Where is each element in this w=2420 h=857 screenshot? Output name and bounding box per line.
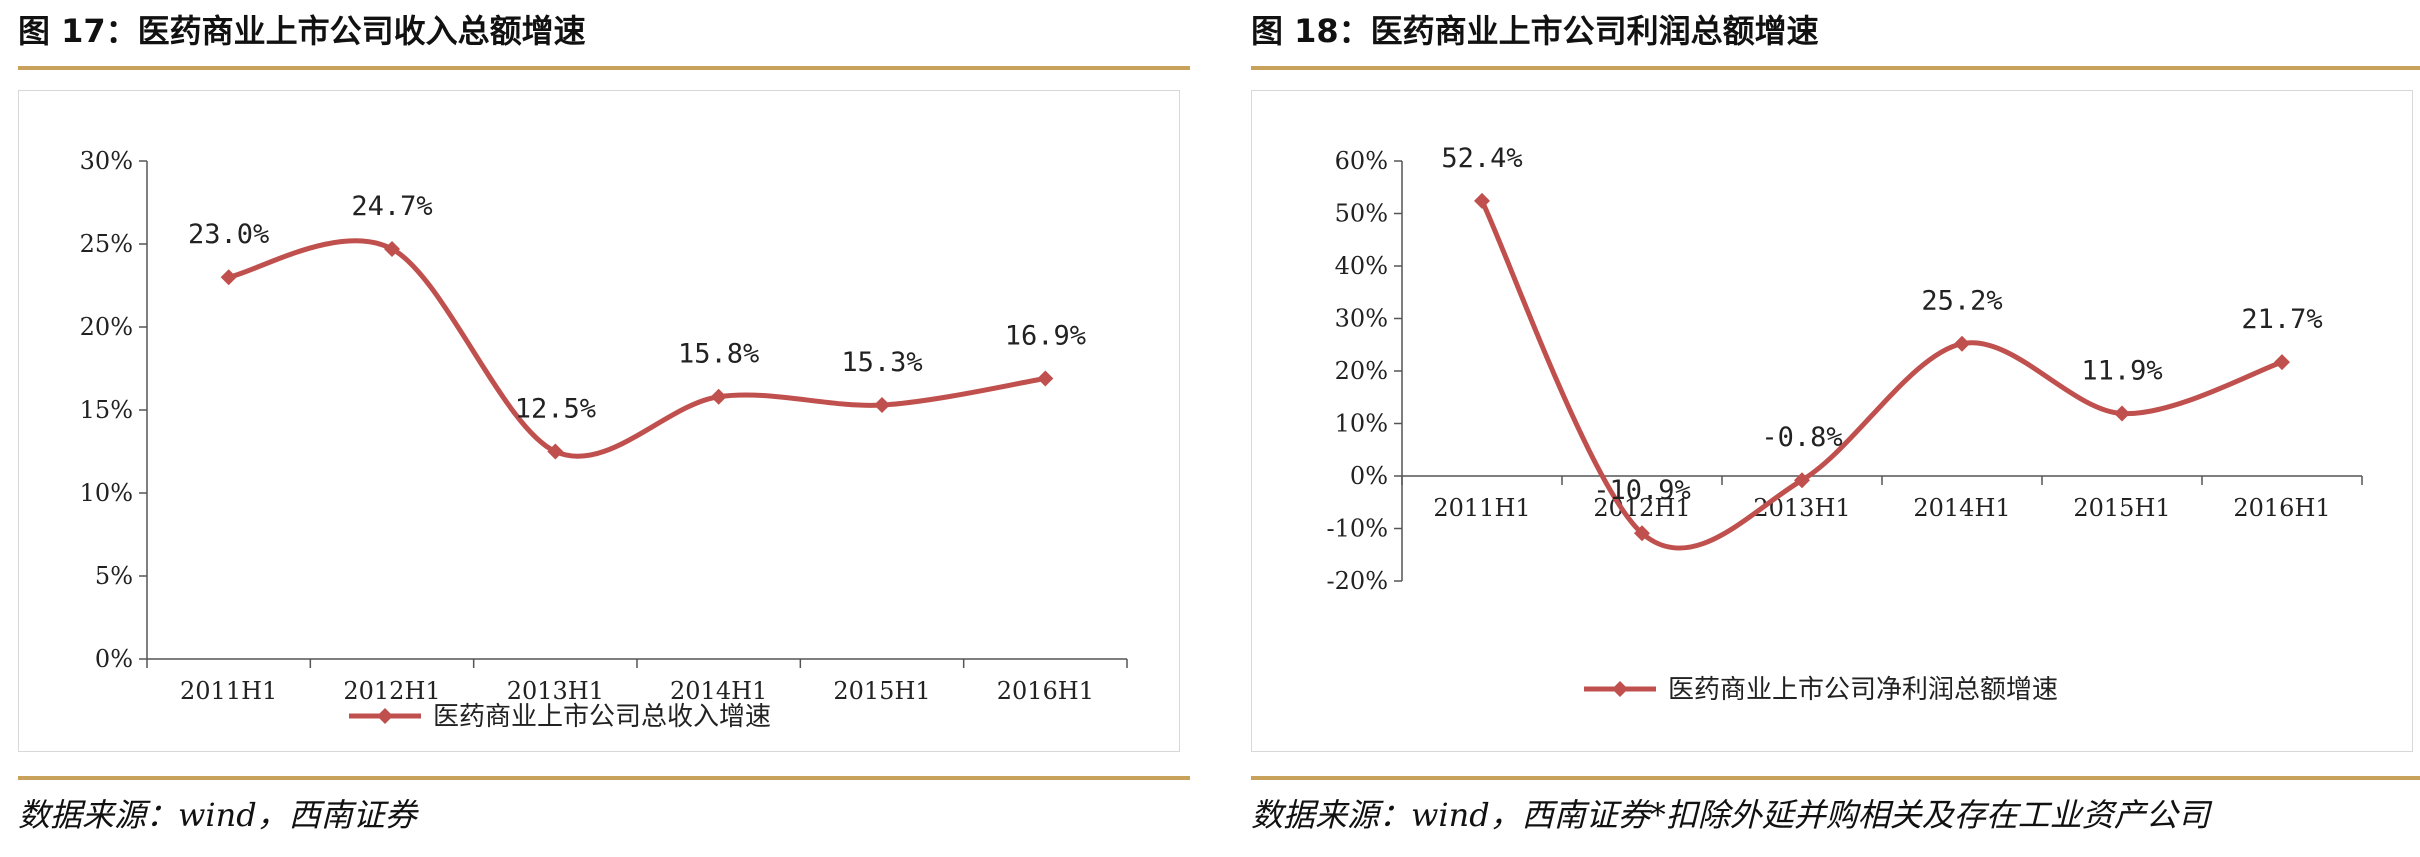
data-label: -10.9% bbox=[1593, 475, 1691, 506]
legend-label: 医药商业上市公司总收入增速 bbox=[433, 702, 771, 732]
title-divider bbox=[18, 66, 1190, 70]
x-tick-label: 2011H1 bbox=[180, 677, 277, 705]
x-tick-label: 2013H1 bbox=[507, 677, 604, 705]
figure-title: 图 17：医药商业上市公司收入总额增速 bbox=[18, 12, 586, 50]
y-tick-label: 0% bbox=[95, 645, 133, 673]
legend-label: 医药商业上市公司净利润总额增速 bbox=[1668, 675, 2058, 705]
y-tick-label: 20% bbox=[1335, 357, 1388, 385]
source-divider bbox=[1251, 776, 2420, 780]
data-point-marker bbox=[1474, 192, 1490, 209]
data-label: 21.7% bbox=[2241, 304, 2322, 335]
data-label: 12.5% bbox=[515, 394, 596, 425]
legend-marker bbox=[1612, 681, 1628, 697]
x-tick-label: 2011H1 bbox=[1433, 494, 1530, 522]
title-divider bbox=[1251, 66, 2420, 70]
y-tick-label: 25% bbox=[80, 230, 133, 258]
data-label: 16.9% bbox=[1005, 320, 1086, 351]
x-tick-label: 2015H1 bbox=[2073, 494, 2170, 522]
data-label: 23.0% bbox=[188, 219, 269, 250]
y-tick-label: 10% bbox=[80, 479, 133, 507]
data-label: 11.9% bbox=[2081, 356, 2162, 387]
y-tick-label: 60% bbox=[1335, 147, 1388, 175]
profit-growth-line-chart: -20% -10% 0% 10% 20% 30% 40% 50% 60% 2011H1 2012H1… bbox=[1327, 143, 2363, 705]
data-point-marker bbox=[1037, 370, 1054, 387]
y-tick-label: -20% bbox=[1327, 567, 1388, 595]
legend-marker bbox=[377, 708, 393, 724]
x-tick-label: 2016H1 bbox=[2233, 494, 2330, 522]
y-tick-label: 20% bbox=[80, 313, 133, 341]
x-tick-label: 2012H1 bbox=[1593, 494, 1690, 522]
figure-17-panel: 图 17：医药商业上市公司收入总额增速 0% 5% 10% 15% 20% 25% 30% 2… bbox=[0, 0, 1190, 857]
x-tick-label: 2012H1 bbox=[343, 677, 440, 705]
y-tick-label: 30% bbox=[80, 147, 133, 175]
chart-frame: -20% -10% 0% 10% 20% 30% 40% 50% 60% 2011H1 2012H1… bbox=[1251, 90, 2413, 752]
data-point-marker bbox=[547, 443, 564, 460]
y-tick-label: 15% bbox=[80, 396, 133, 424]
source-divider bbox=[18, 776, 1190, 780]
data-point-marker bbox=[2274, 354, 2290, 371]
data-source-note: 数据来源：wind，西南证券*扣除外延并购相关及存在工业资产公司 bbox=[1251, 796, 2210, 834]
data-point-marker bbox=[874, 397, 890, 414]
data-point-marker bbox=[220, 269, 237, 286]
data-point-marker bbox=[710, 388, 727, 405]
y-tick-label: 0% bbox=[1350, 462, 1388, 490]
data-source-note: 数据来源：wind，西南证券 bbox=[18, 796, 417, 834]
x-tick-label: 2016H1 bbox=[997, 677, 1094, 705]
series-line bbox=[228, 238, 1046, 459]
y-tick-label: 5% bbox=[95, 562, 133, 590]
y-tick-label: -10% bbox=[1327, 515, 1388, 543]
data-point-marker bbox=[2114, 405, 2130, 422]
x-tick-label: 2014H1 bbox=[1913, 494, 2010, 522]
y-tick-label: 40% bbox=[1335, 252, 1388, 280]
x-tick-label: 2014H1 bbox=[670, 677, 767, 705]
data-label: -0.8% bbox=[1761, 422, 1842, 453]
revenue-growth-line-chart: 0% 5% 10% 15% 20% 25% 30% 2011H1 2012H1 2013H1 201… bbox=[80, 147, 1128, 732]
figure-title: 图 18：医药商业上市公司利润总额增速 bbox=[1251, 12, 1819, 50]
data-label: 15.3% bbox=[841, 347, 922, 378]
chart-frame: 0% 5% 10% 15% 20% 25% 30% 2011H1 2012H1 2013H1 201… bbox=[18, 90, 1180, 752]
data-label: 25.2% bbox=[1921, 286, 2002, 317]
data-point-marker bbox=[1794, 472, 1810, 489]
data-label: 15.8% bbox=[678, 339, 759, 370]
x-tick-label: 2013H1 bbox=[1753, 494, 1850, 522]
data-label: 52.4% bbox=[1441, 143, 1522, 174]
x-tick-label: 2015H1 bbox=[833, 677, 930, 705]
y-tick-label: 50% bbox=[1335, 200, 1388, 228]
data-point-marker bbox=[384, 240, 400, 257]
figure-18-panel: 图 18：医药商业上市公司利润总额增速 -20% -10% 0% 10% 20% 30% 4… bbox=[1245, 0, 2420, 857]
data-label: 24.7% bbox=[351, 191, 432, 222]
y-tick-label: 10% bbox=[1335, 410, 1388, 438]
data-point-marker bbox=[1954, 335, 1970, 352]
data-point-marker bbox=[1634, 525, 1650, 542]
y-tick-label: 30% bbox=[1335, 305, 1388, 333]
